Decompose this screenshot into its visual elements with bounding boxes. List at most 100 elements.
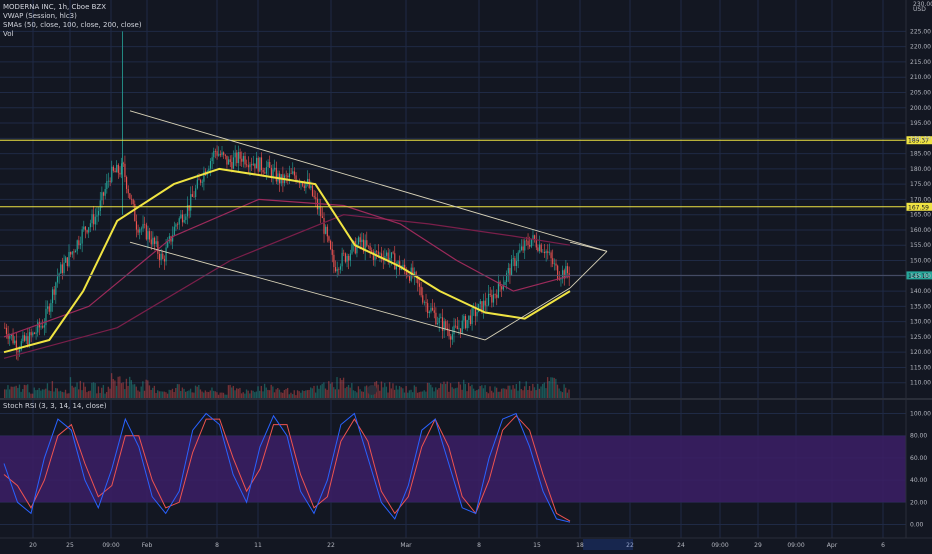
legend-stoch-rsi[interactable]: Stoch RSI (3, 3, 14, 14, close) bbox=[3, 402, 107, 410]
volume-bar bbox=[104, 393, 106, 398]
volume-bar bbox=[328, 381, 330, 398]
candle-body bbox=[357, 237, 360, 245]
volume-bar bbox=[181, 387, 184, 398]
candle-body bbox=[325, 226, 327, 234]
candle-body bbox=[135, 221, 138, 230]
candle-body bbox=[244, 156, 246, 165]
legend-vwap[interactable]: VWAP (Session, hlc3) bbox=[3, 12, 77, 20]
candle-body bbox=[334, 267, 337, 272]
volume-bar bbox=[421, 391, 424, 398]
candle-body bbox=[341, 252, 343, 267]
candle-body bbox=[542, 251, 544, 253]
candle-body bbox=[101, 192, 103, 201]
volume-bar bbox=[361, 391, 363, 398]
candle-body bbox=[200, 179, 202, 183]
candle-body bbox=[98, 211, 100, 216]
volume-bar bbox=[158, 391, 160, 398]
candle-body bbox=[165, 247, 167, 262]
candle-body bbox=[515, 261, 518, 266]
candle-body bbox=[232, 157, 235, 169]
candle-body bbox=[27, 336, 29, 346]
candle-body bbox=[96, 215, 98, 217]
candle-body bbox=[47, 306, 49, 309]
candle-body bbox=[509, 268, 511, 276]
volume-bar bbox=[316, 385, 318, 398]
candle-body bbox=[418, 283, 421, 287]
candle-body bbox=[9, 335, 11, 339]
time-tick-label: Feb bbox=[142, 542, 153, 549]
volume-bar bbox=[175, 387, 177, 398]
candle-body bbox=[351, 244, 353, 254]
volume-bar bbox=[291, 394, 294, 398]
volume-bar bbox=[311, 388, 313, 398]
legend-symbol[interactable]: MODERNA INC, 1h, Cboe BZX bbox=[3, 3, 106, 11]
candle-body bbox=[390, 252, 393, 258]
candle-body bbox=[476, 312, 478, 317]
candle-body bbox=[394, 253, 396, 270]
candle-body bbox=[213, 150, 215, 158]
price-tick-label: 155.00 bbox=[910, 242, 931, 249]
candle-body bbox=[226, 155, 228, 165]
candle-body bbox=[331, 249, 333, 255]
volume-bar bbox=[254, 392, 256, 398]
candle-body bbox=[555, 263, 557, 266]
volume-bar bbox=[203, 392, 205, 398]
volume-bar bbox=[466, 391, 468, 398]
candle-body bbox=[106, 181, 108, 190]
volume-bar bbox=[8, 389, 11, 398]
volume-bar bbox=[476, 390, 478, 398]
volume-bar bbox=[349, 387, 351, 398]
volume-bar bbox=[13, 386, 16, 398]
legend-volume[interactable]: Vol bbox=[3, 30, 14, 38]
volume-bar bbox=[382, 387, 384, 398]
volume-bar bbox=[298, 391, 300, 398]
event-marker-icon[interactable] bbox=[367, 385, 377, 395]
volume-bar bbox=[546, 377, 549, 398]
candle-body bbox=[86, 230, 88, 233]
candle-body bbox=[231, 162, 233, 169]
candle-body bbox=[152, 237, 154, 245]
volume-bar bbox=[420, 391, 422, 398]
volume-bar bbox=[76, 382, 78, 398]
volume-bar bbox=[494, 386, 496, 398]
candle-body bbox=[112, 166, 114, 171]
volume-bar bbox=[244, 393, 246, 398]
candle-body bbox=[102, 192, 105, 196]
candle-body bbox=[443, 321, 445, 331]
volume-bar bbox=[257, 386, 259, 398]
sma50-line bbox=[3, 167, 571, 354]
volume-bar bbox=[334, 389, 337, 398]
trendlines[interactable] bbox=[129, 110, 608, 341]
volume-bar bbox=[331, 382, 333, 398]
volume-bar bbox=[227, 385, 230, 398]
volume-bar bbox=[518, 381, 521, 398]
volume-bar bbox=[306, 390, 309, 398]
candle-body bbox=[346, 255, 348, 262]
time-tick-label: 18 bbox=[576, 542, 584, 549]
price-tick-label: 145.00 bbox=[910, 273, 931, 280]
candle-body bbox=[35, 332, 37, 334]
volume-bar bbox=[277, 388, 279, 398]
candle-body bbox=[464, 316, 467, 329]
volume-bar bbox=[346, 386, 348, 398]
volume-bar bbox=[558, 388, 560, 398]
candle-body bbox=[153, 237, 156, 244]
volume-bar bbox=[362, 391, 365, 398]
volume-bar bbox=[217, 394, 220, 398]
volume-bar bbox=[347, 384, 350, 398]
volume-bar bbox=[354, 391, 356, 398]
volume-bar bbox=[107, 386, 109, 398]
candle-body bbox=[91, 214, 93, 224]
candle-body bbox=[415, 271, 417, 277]
volume-bar bbox=[176, 384, 179, 398]
candle-body bbox=[127, 188, 129, 194]
volume-bar bbox=[89, 390, 91, 398]
candle-body bbox=[14, 340, 16, 344]
volume-bar bbox=[221, 392, 223, 398]
volume-bar bbox=[193, 392, 195, 398]
candle-body bbox=[246, 164, 248, 166]
horizontal-levels[interactable]: 189.37 167.59 145.13 bbox=[0, 136, 932, 280]
legend-smas[interactable]: SMAs (50, close, 100, close, 200, close) bbox=[3, 21, 142, 29]
